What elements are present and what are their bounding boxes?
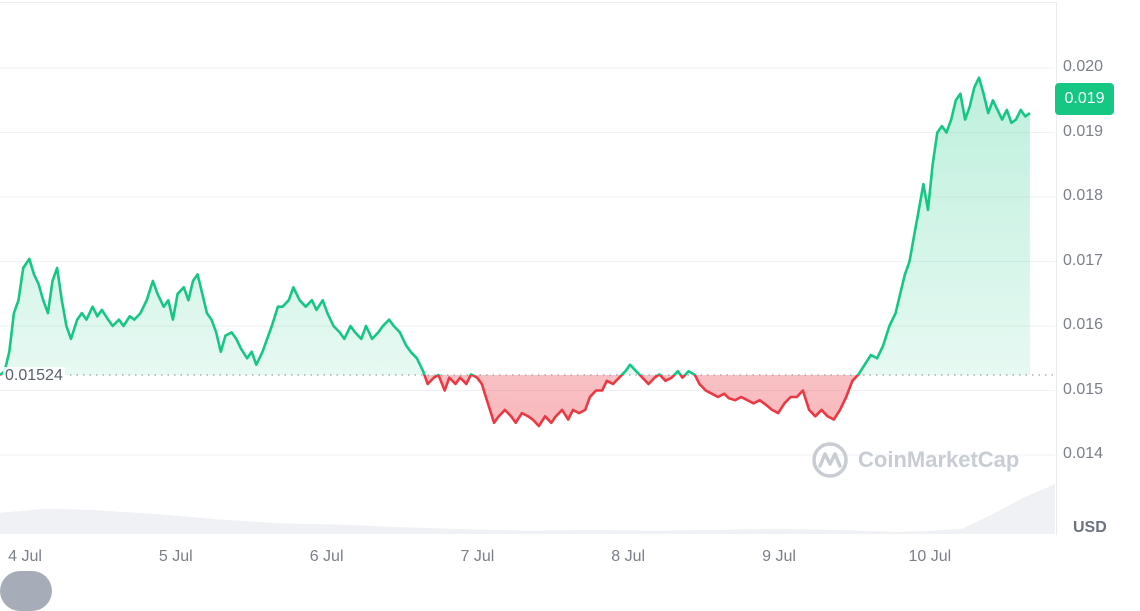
current-price-badge: 0.019 <box>1055 83 1114 115</box>
price-area-below-baseline <box>0 375 1030 426</box>
x-tick-label: 4 Jul <box>8 548 42 565</box>
price-line-down <box>0 375 860 428</box>
y-tick-label: 0.020 <box>1063 58 1104 75</box>
y-tick-label: 0.018 <box>1063 187 1104 204</box>
baseline-price-label: 0.01524 <box>3 367 65 385</box>
x-tick-label: 8 Jul <box>611 548 646 565</box>
y-tick-label: 0.016 <box>1063 316 1104 333</box>
y-tick-label: 0.014 <box>1063 445 1104 462</box>
chart-canvas[interactable] <box>0 0 1140 587</box>
floating-action-button[interactable] <box>0 571 52 611</box>
x-tick-label: 6 Jul <box>309 548 344 565</box>
watermark-text: CoinMarketCap <box>858 447 1020 472</box>
plot-frame <box>0 2 1057 535</box>
coinmarketcap-watermark: CoinMarketCap <box>810 440 1019 480</box>
coinmarketcap-logo-icon <box>812 442 848 478</box>
x-tick-label: 7 Jul <box>460 548 495 565</box>
price-area-above-baseline <box>0 77 1030 375</box>
x-tick-label: 5 Jul <box>158 548 193 565</box>
volume-area <box>0 484 1055 534</box>
x-tick-label: 9 Jul <box>762 548 796 565</box>
x-tick-label: 10 Jul <box>908 548 952 565</box>
price-line-up <box>0 76 1031 375</box>
y-tick-label: 0.019 <box>1063 122 1104 140</box>
y-tick-label: 0.017 <box>1063 251 1104 269</box>
currency-label: USD <box>1073 519 1107 536</box>
y-tick-label: 0.015 <box>1063 380 1104 398</box>
